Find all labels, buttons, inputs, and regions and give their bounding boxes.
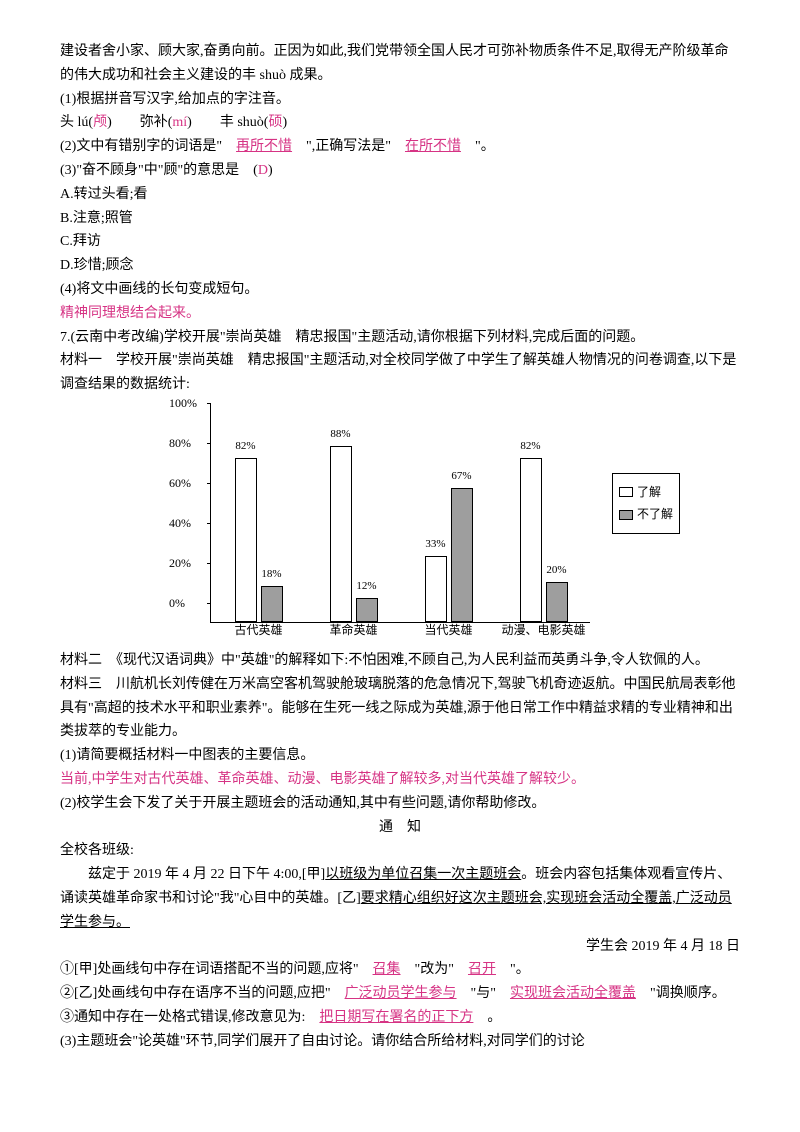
sub-question-2: (2)校学生会下发了关于开展主题班会的活动通知,其中有些问题,请你帮助修改。 [60, 792, 740, 816]
bar-label: 82% [235, 437, 255, 456]
x-category-label: 当代英雄 [424, 620, 472, 640]
y-tick-label: 0% [169, 593, 185, 613]
y-tick-label: 20% [169, 553, 191, 573]
sub-question-1: (1)请简要概括材料一中图表的主要信息。 [60, 744, 740, 768]
bar-label: 20% [546, 561, 566, 580]
answer: 召集 [373, 962, 401, 977]
option-c: C.拜访 [60, 230, 740, 254]
answer: 颅 [93, 115, 107, 130]
option-b: B.注意;照管 [60, 207, 740, 231]
y-tick-label: 80% [169, 433, 191, 453]
x-category-label: 革命英雄 [329, 620, 377, 640]
bar-know [235, 458, 257, 622]
bar-unknow [546, 582, 568, 622]
answer: 广泛动员学生参与 [345, 986, 457, 1001]
bar-label: 12% [356, 577, 376, 596]
fix-3: ③通知中存在一处格式错误,修改意见为: 把日期写在署名的正下方 。 [60, 1006, 740, 1030]
text: "。 [496, 962, 530, 977]
question-1: (1)根据拼音写汉字,给加点的字注音。 [60, 88, 740, 112]
text: 。 [473, 1010, 501, 1025]
x-category-label: 动漫、电影英雄 [501, 620, 585, 640]
legend-item: 了解 [619, 482, 673, 502]
text: ) [268, 163, 273, 178]
bar-label: 88% [330, 425, 350, 444]
text: (2)文中有错别字的词语是" [60, 139, 236, 154]
y-tick-label: 60% [169, 473, 191, 493]
question-7: 7.(云南中考改编)学校开展"崇尚英雄 精忠报国"主题活动,请你根据下列材料,完… [60, 326, 740, 350]
legend-label: 不了解 [637, 504, 673, 524]
text: 兹定于 2019 年 4 月 22 日下午 4:00,[甲] [88, 867, 325, 882]
bar-know [425, 556, 447, 622]
text: ①[甲]处画线句中存在词语搭配不当的问题,应将" [60, 962, 373, 977]
text: ) 丰 shuò( [187, 115, 268, 130]
y-tick-label: 100% [169, 393, 197, 413]
y-tick-label: 40% [169, 513, 191, 533]
x-category-label: 古代英雄 [234, 620, 282, 640]
bar-unknow [356, 598, 378, 622]
sub-question-3: (3)主题班会"论英雄"环节,同学们展开了自由讨论。请你结合所给材料,对同学们的… [60, 1030, 740, 1054]
notice-body: 兹定于 2019 年 4 月 22 日下午 4:00,[甲]以班级为单位召集一次… [60, 863, 740, 934]
text: ",正确写法是" [292, 139, 405, 154]
bar-label: 18% [261, 565, 281, 584]
material-1: 材料一 学校开展"崇尚英雄 精忠报国"主题活动,对全校同学做了中学生了解英雄人物… [60, 349, 740, 397]
answer: 实现班会活动全覆盖 [510, 986, 636, 1001]
text: "调换顺序。 [636, 986, 726, 1001]
text: ③通知中存在一处格式错误,修改意见为: [60, 1010, 319, 1025]
bar-unknow [451, 488, 473, 622]
bar-know [520, 458, 542, 622]
marked-text: 以班级为单位召集一次主题班会 [325, 867, 521, 882]
answer: 精神同理想结合起来。 [60, 302, 740, 326]
question-4: (4)将文中画线的长句变成短句。 [60, 278, 740, 302]
fix-2: ②[乙]处画线句中存在语序不当的问题,应把" 广泛动员学生参与 "与" 实现班会… [60, 982, 740, 1006]
question-2: (2)文中有错别字的词语是" 再所不惜 ",正确写法是" 在所不惜 "。 [60, 135, 740, 159]
legend-label: 了解 [637, 482, 661, 502]
text: ) [282, 115, 287, 130]
answer: 再所不惜 [236, 139, 292, 154]
text: "。 [461, 139, 495, 154]
notice-signature: 学生会 2019 年 4 月 18 日 [60, 935, 740, 959]
text: "改为" [401, 962, 468, 977]
bar-unknow [261, 586, 283, 622]
fix-1: ①[甲]处画线句中存在词语搭配不当的问题,应将" 召集 "改为" 召开 "。 [60, 958, 740, 982]
bar-label: 67% [451, 467, 471, 486]
answer: mí [172, 115, 187, 130]
bar-know [330, 446, 352, 622]
material-3: 材料三 川航机长刘传健在万米高空客机驾驶舱玻璃脱落的危急情况下,驾驶飞机奇迹返航… [60, 673, 740, 744]
swatch-icon [619, 510, 633, 520]
notice-addressee: 全校各班级: [60, 839, 740, 863]
text: ②[乙]处画线句中存在语序不当的问题,应把" [60, 986, 345, 1001]
survey-bar-chart: 了解 不了解 0%20%40%60%80%100%82%18%古代英雄88%12… [210, 403, 590, 623]
option-d: D.珍惜;顾念 [60, 254, 740, 278]
bar-label: 82% [520, 437, 540, 456]
legend-item: 不了解 [619, 504, 673, 524]
answer: 召开 [468, 962, 496, 977]
chart-legend: 了解 不了解 [612, 473, 680, 534]
answer: 把日期写在署名的正下方 [319, 1010, 473, 1025]
answer: D [258, 163, 268, 178]
text: (3)"奋不顾身"中"顾"的意思是 ( [60, 163, 258, 178]
paragraph: 建设者舍小家、顾大家,奋勇向前。正因为如此,我们党带领全国人民才可弥补物质条件不… [60, 40, 740, 88]
pinyin-line: 头 lú(颅) 弥补(mí) 丰 shuò(硕) [60, 111, 740, 135]
answer: 当前,中学生对古代英雄、革命英雄、动漫、电影英雄了解较多,对当代英雄了解较少。 [60, 768, 740, 792]
text: 头 lú( [60, 115, 93, 130]
bar-label: 33% [425, 535, 445, 554]
question-3: (3)"奋不顾身"中"顾"的意思是 (D) [60, 159, 740, 183]
answer: 硕 [268, 115, 282, 130]
answer: 在所不惜 [405, 139, 461, 154]
material-2: 材料二 《现代汉语词典》中"英雄"的解释如下:不怕困难,不顾自己,为人民利益而英… [60, 649, 740, 673]
notice-title: 通 知 [60, 816, 740, 840]
option-a: A.转过头看;看 [60, 183, 740, 207]
text: ) 弥补( [107, 115, 172, 130]
swatch-icon [619, 487, 633, 497]
text: "与" [457, 986, 510, 1001]
